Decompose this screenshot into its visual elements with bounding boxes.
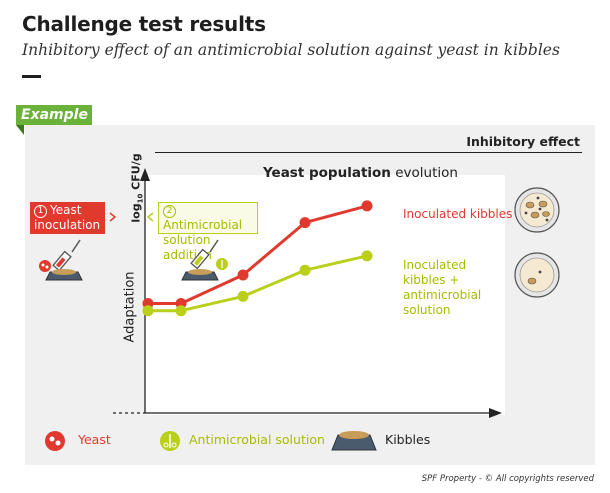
data-point-0-4 <box>361 200 373 212</box>
step2-antimicrobial-box: 2Antimicrobial solution addition <box>158 202 258 262</box>
adaptation-band <box>115 175 145 415</box>
step1-arrow-icon <box>109 212 117 222</box>
data-point-1-2 <box>237 290 249 302</box>
x-axis-arrow <box>489 408 502 418</box>
step1-yeast-inoculation-box: 1 Yeast inoculation <box>30 202 105 234</box>
yeast-legend-icon <box>45 431 65 451</box>
series-inoculated-kibbles <box>142 200 373 309</box>
series-label-inoculated: Inoculated kibbles <box>403 207 513 221</box>
chart-title: Yeast population evolution <box>263 165 458 181</box>
copyright-notice: SPF Property - © All copyrights reserved <box>421 474 594 484</box>
y-axis-arrow <box>140 168 150 181</box>
step1-label: Yeast inoculation <box>34 203 101 232</box>
step2-arrow-icon <box>146 212 154 222</box>
data-point-0-3 <box>299 217 311 229</box>
kibbles-legend-icon <box>331 431 377 451</box>
antimicrobial-legend-icon <box>160 431 180 451</box>
page-title: Challenge test results <box>22 12 266 36</box>
legend-yeast: Yeast <box>78 432 111 447</box>
syringe-bowl-icon-step1 <box>39 239 83 281</box>
petri-dish-treated-icon <box>514 252 560 298</box>
data-point-1-3 <box>299 264 311 276</box>
data-point-1-0 <box>142 305 154 317</box>
syringe-bowl-icon-step2 <box>181 239 228 281</box>
page-subtitle: Inhibitory effect of an antimicrobial so… <box>22 41 560 59</box>
series-label-antimicrobial: Inoculated kibbles + antimicrobial solut… <box>403 258 482 317</box>
example-tag: Example <box>16 105 92 125</box>
legend-antimicrobial: Antimicrobial solution <box>189 432 325 447</box>
series-antimicrobial <box>142 250 373 317</box>
inhibitory-effect-bracket <box>155 152 582 153</box>
title-divider <box>22 75 41 78</box>
step2-label: Antimicrobial solution addition <box>163 218 243 262</box>
petri-dish-inoculated-icon <box>514 187 560 233</box>
legend-kibbles: Kibbles <box>385 432 431 447</box>
data-point-1-1 <box>175 305 187 317</box>
inhibitory-effect-label: Inhibitory effect <box>466 134 580 149</box>
data-point-0-2 <box>237 269 249 281</box>
data-point-1-4 <box>361 250 373 262</box>
example-tag-fold <box>16 125 24 135</box>
